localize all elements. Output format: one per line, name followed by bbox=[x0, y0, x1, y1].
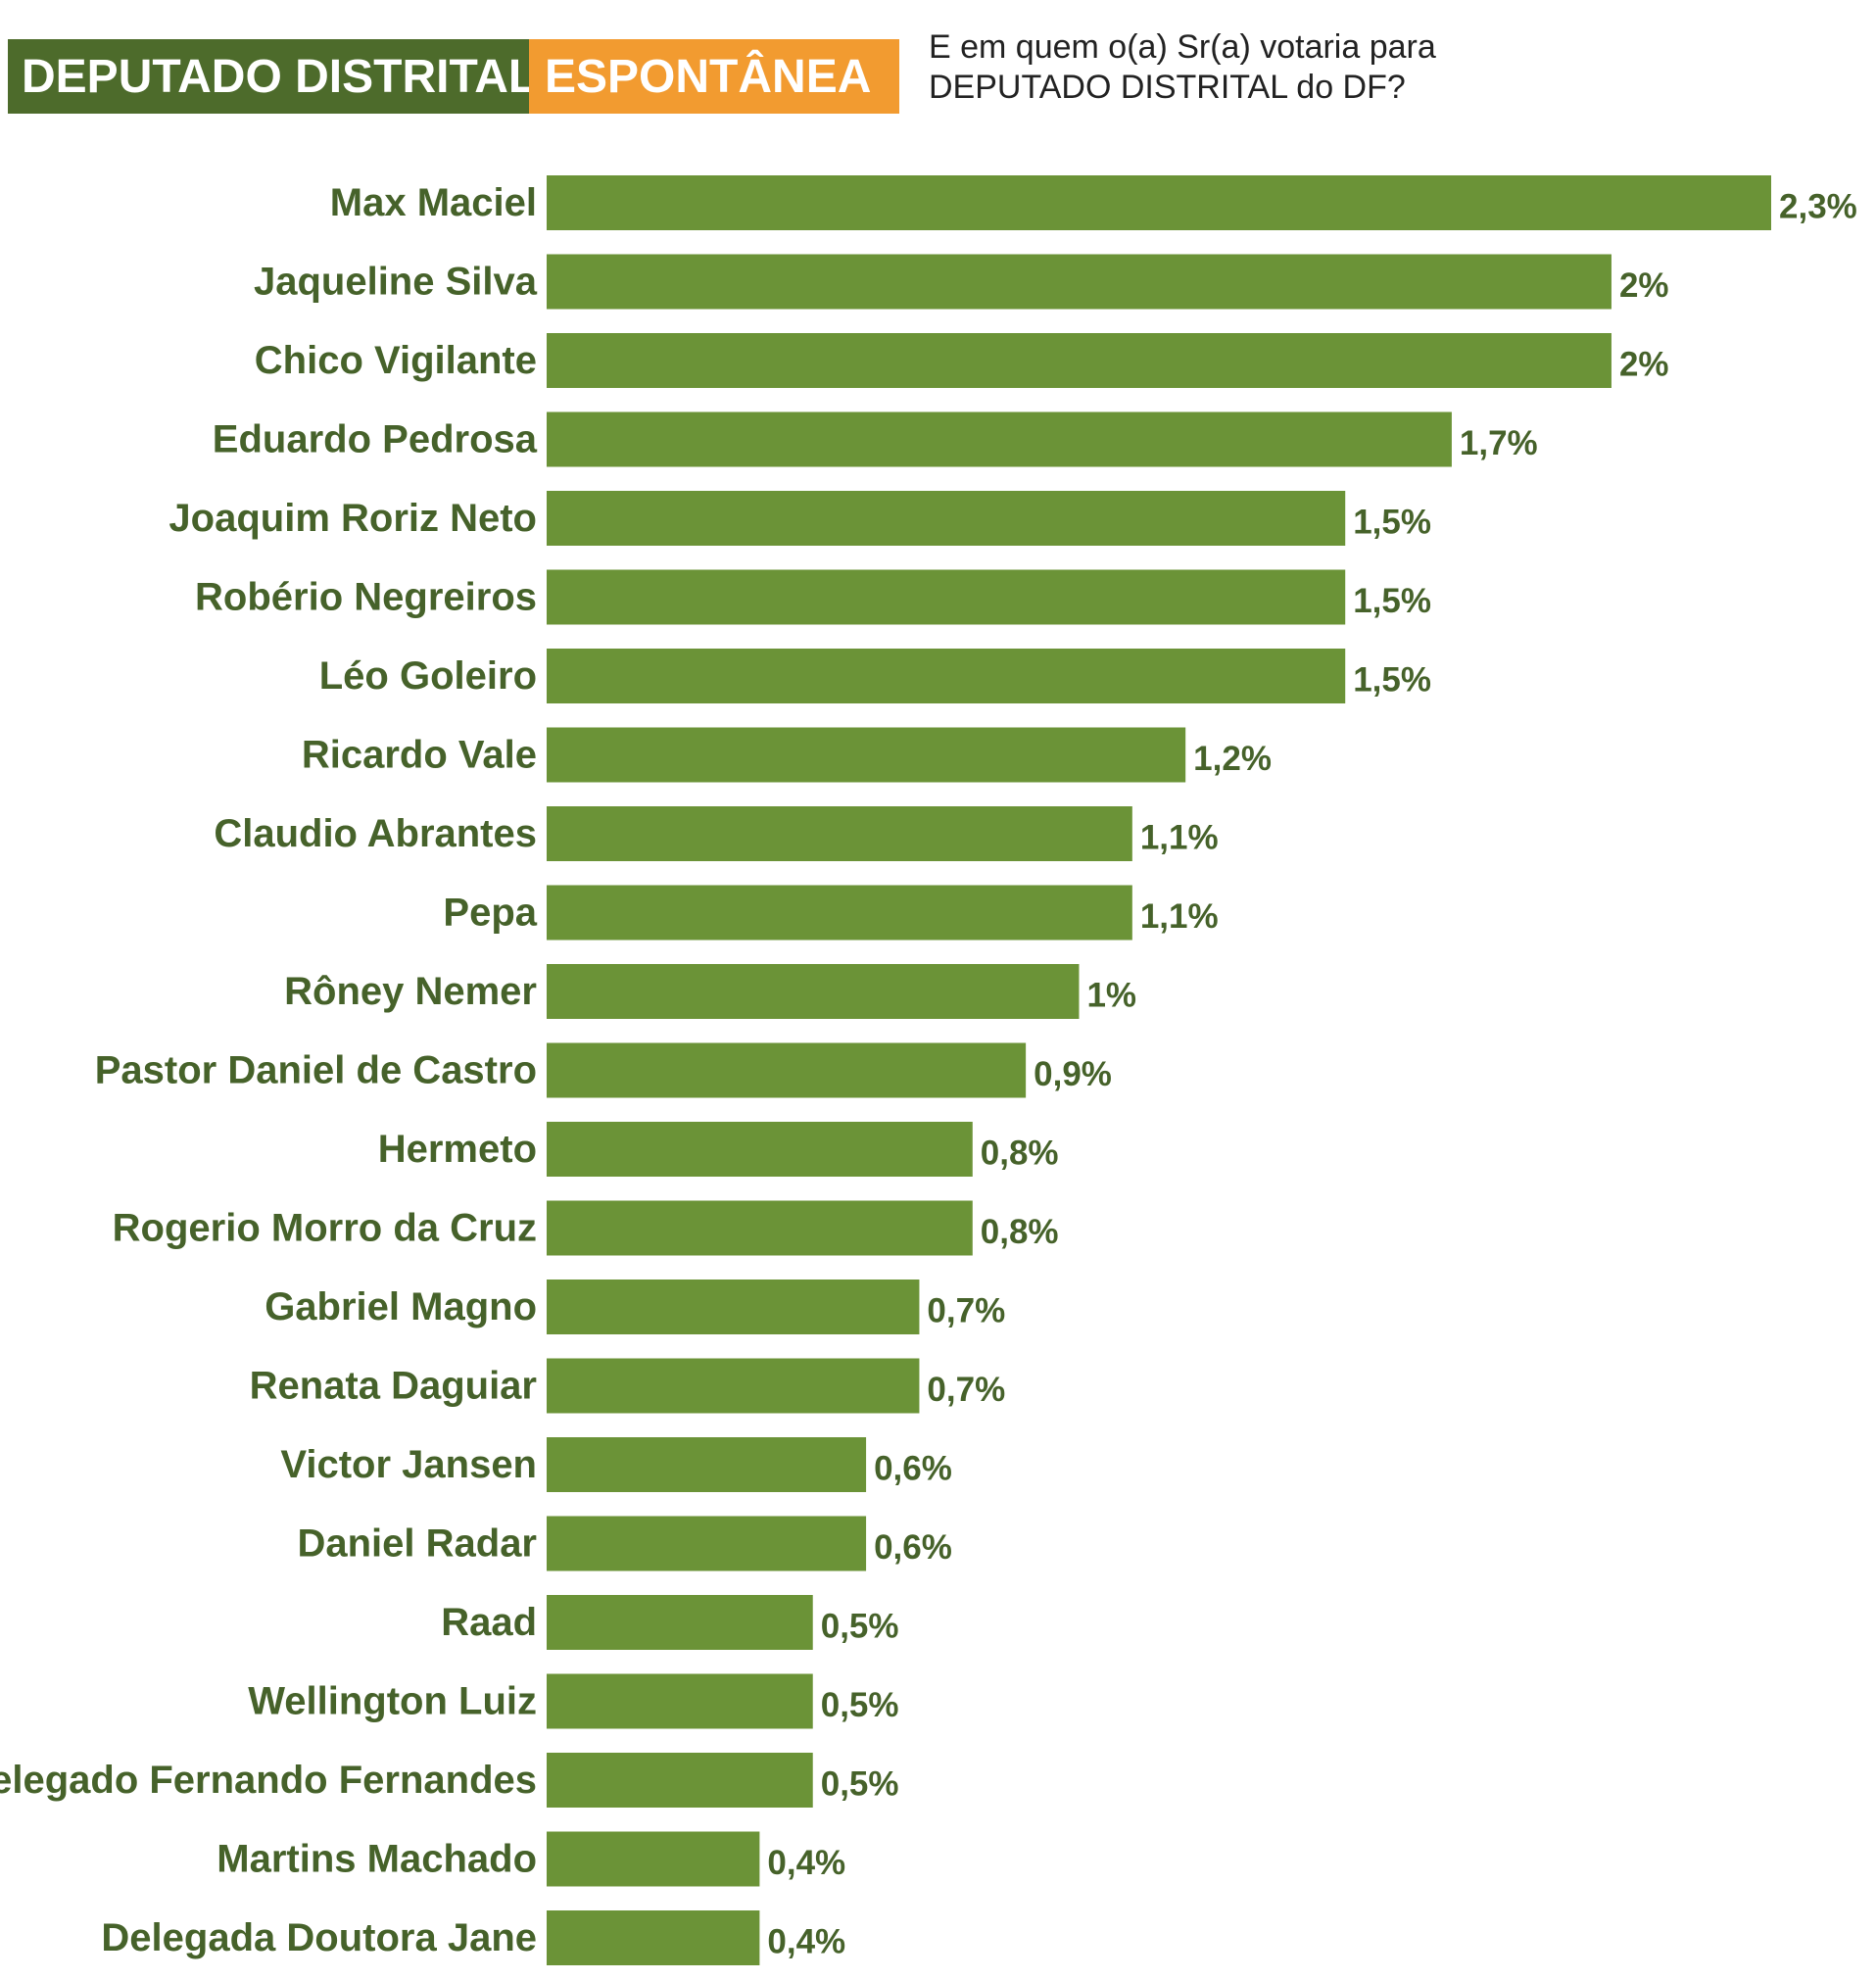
value-label-2: 2% bbox=[1619, 266, 1669, 305]
category-label-11: Rôney Nemer bbox=[284, 970, 537, 1013]
category-label-17: Victor Jansen bbox=[280, 1443, 537, 1486]
category-label-2: Jaqueline Silva bbox=[254, 261, 538, 304]
category-label-15: Gabriel Magno bbox=[265, 1285, 537, 1328]
bar-7 bbox=[547, 649, 1346, 703]
value-label-8: 1,2% bbox=[1193, 740, 1272, 778]
category-label-18: Daniel Radar bbox=[297, 1522, 537, 1566]
value-label-11: 1% bbox=[1086, 977, 1136, 1015]
bar-1 bbox=[547, 175, 1771, 230]
category-label-6: Robério Negreiros bbox=[195, 576, 537, 619]
category-label-14: Rogerio Morro da Cruz bbox=[113, 1207, 537, 1250]
bar-4 bbox=[547, 411, 1452, 467]
category-label-16: Renata Daguiar bbox=[250, 1365, 537, 1408]
value-label-5: 1,5% bbox=[1353, 504, 1431, 542]
value-label-9: 1,1% bbox=[1140, 819, 1219, 857]
value-label-13: 0,8% bbox=[981, 1135, 1059, 1173]
value-label-17: 0,6% bbox=[874, 1450, 952, 1488]
chart-title: DEPUTADO DISTRITAL bbox=[22, 50, 538, 103]
category-label-10: Pepa bbox=[443, 892, 537, 935]
bar-19 bbox=[547, 1595, 813, 1650]
bar-23 bbox=[547, 1910, 760, 1965]
chart-title-badge: DEPUTADO DISTRITAL bbox=[8, 39, 537, 114]
bar-6 bbox=[547, 569, 1346, 625]
value-label-22: 0,4% bbox=[767, 1844, 845, 1882]
value-label-23: 0,4% bbox=[767, 1923, 845, 1961]
bar-21 bbox=[547, 1753, 813, 1808]
survey-question: E em quem o(a) Sr(a) votaria para DEPUTA… bbox=[929, 27, 1614, 108]
category-label-21: Delegado Fernando Fernandes bbox=[0, 1759, 537, 1802]
category-label-3: Chico Vigilante bbox=[255, 339, 537, 382]
category-label-13: Hermeto bbox=[378, 1128, 537, 1171]
value-label-3: 2% bbox=[1619, 346, 1669, 384]
bar-15 bbox=[547, 1280, 920, 1334]
survey-question-line-2: DEPUTADO DISTRITAL do DF? bbox=[929, 69, 1406, 106]
bar-3 bbox=[547, 333, 1611, 388]
category-label-12: Pastor Daniel de Castro bbox=[95, 1049, 537, 1092]
category-label-20: Wellington Luiz bbox=[248, 1680, 537, 1723]
category-label-5: Joaquim Roriz Neto bbox=[168, 497, 537, 540]
bar-9 bbox=[547, 806, 1132, 861]
value-label-7: 1,5% bbox=[1353, 661, 1431, 700]
bar-12 bbox=[547, 1042, 1027, 1098]
survey-question-line-1: E em quem o(a) Sr(a) votaria para bbox=[929, 28, 1436, 66]
category-label-9: Claudio Abrantes bbox=[214, 812, 537, 855]
category-label-7: Léo Goleiro bbox=[319, 654, 537, 698]
bar-16 bbox=[547, 1358, 920, 1414]
bar-20 bbox=[547, 1673, 813, 1729]
value-label-10: 1,1% bbox=[1140, 897, 1219, 936]
value-label-15: 0,7% bbox=[927, 1292, 1005, 1330]
value-label-18: 0,6% bbox=[874, 1528, 952, 1567]
value-label-16: 0,7% bbox=[927, 1371, 1005, 1409]
bars-layer: Max Maciel 2,3% Jaqueline Silva 2% Chico Vig… bbox=[0, 175, 1857, 1965]
category-label-19: Raad bbox=[441, 1601, 537, 1644]
bar-10 bbox=[547, 885, 1132, 941]
bar-8 bbox=[547, 727, 1186, 783]
value-label-12: 0,9% bbox=[1034, 1055, 1112, 1093]
category-label-4: Eduardo Pedrosa bbox=[213, 418, 538, 461]
value-label-19: 0,5% bbox=[821, 1608, 899, 1646]
bar-18 bbox=[547, 1516, 867, 1571]
category-label-1: Max Maciel bbox=[330, 181, 537, 224]
chart-subtitle: ESPONTÂNEA bbox=[545, 50, 872, 103]
bar-5 bbox=[547, 491, 1346, 546]
bar-17 bbox=[547, 1437, 867, 1492]
value-label-6: 1,5% bbox=[1353, 582, 1431, 620]
chart-subtitle-badge: ESPONTÂNEA bbox=[529, 39, 899, 114]
bar-2 bbox=[547, 254, 1611, 310]
value-label-21: 0,5% bbox=[821, 1765, 899, 1804]
value-label-14: 0,8% bbox=[981, 1213, 1059, 1251]
bar-13 bbox=[547, 1122, 973, 1177]
value-label-1: 2,3% bbox=[1779, 188, 1857, 226]
bar-14 bbox=[547, 1200, 973, 1256]
bar-11 bbox=[547, 964, 1080, 1019]
category-label-8: Ricardo Vale bbox=[302, 734, 537, 777]
category-label-23: Delegada Doutora Jane bbox=[101, 1916, 537, 1959]
bar-22 bbox=[547, 1831, 760, 1887]
value-label-20: 0,5% bbox=[821, 1686, 899, 1724]
category-label-22: Martins Machado bbox=[216, 1838, 537, 1881]
chart-header: DEPUTADO DISTRITAL ESPONTÂNEA bbox=[8, 39, 899, 114]
value-label-4: 1,7% bbox=[1460, 424, 1538, 462]
